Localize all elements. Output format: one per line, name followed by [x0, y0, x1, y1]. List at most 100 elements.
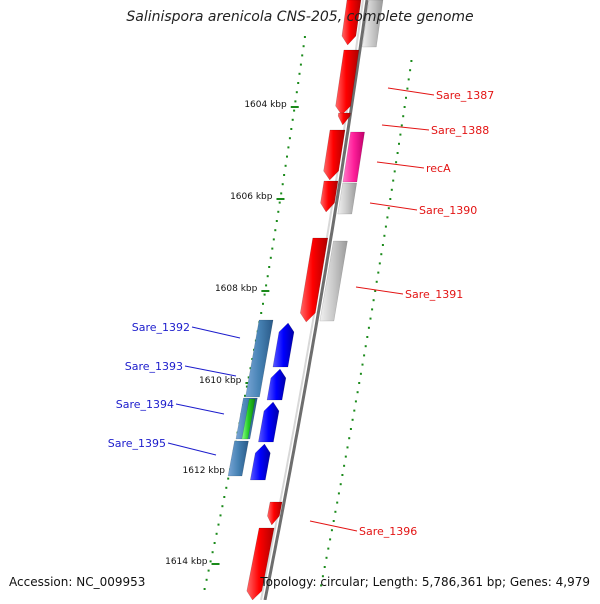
- scale-dot: [284, 164, 287, 167]
- scale-dot: [288, 137, 291, 140]
- cog-bar: [241, 398, 256, 440]
- cog-bar: [319, 240, 348, 322]
- scale-dot: [399, 133, 402, 136]
- scale-label: 1608 kbp: [215, 284, 258, 294]
- gene-arrow: [246, 527, 275, 601]
- gene-leader-line: [381, 124, 430, 131]
- scale-dot: [392, 179, 395, 182]
- gene-label: Sare_1387: [436, 89, 494, 102]
- scale-dot: [389, 198, 392, 200]
- scale-dot: [409, 69, 412, 72]
- scale-dot: [405, 96, 407, 99]
- gene-arrow: [323, 129, 346, 181]
- scale-dot: [330, 529, 333, 532]
- scale-dot: [320, 584, 323, 587]
- scale-dot: [383, 234, 386, 237]
- scale-dot: [369, 317, 372, 320]
- scale-dot: [336, 501, 339, 504]
- scale-dot: [361, 363, 364, 366]
- scale-dot: [377, 271, 380, 274]
- gene-leader-line: [387, 87, 435, 96]
- scale-label: 1606 kbp: [230, 192, 273, 202]
- scale-dot: [390, 188, 393, 191]
- scale-dot: [356, 391, 359, 394]
- scale-dot: [334, 510, 337, 513]
- gene-arrow: [249, 443, 271, 481]
- scale-dot: [265, 284, 268, 287]
- scale-dot: [380, 253, 383, 256]
- scale-dot: [293, 109, 296, 112]
- scale-dot: [275, 220, 278, 222]
- scale-dot: [341, 474, 344, 476]
- scale-dot: [221, 505, 224, 508]
- scale-dot: [247, 376, 250, 379]
- scale-dot: [211, 551, 214, 554]
- scale-dot: [323, 566, 326, 568]
- gene-label: Sare_1393: [125, 360, 183, 373]
- scale-dot: [325, 556, 328, 559]
- scale-label: 1612 kbp: [183, 466, 226, 476]
- scale-dot: [203, 588, 206, 590]
- scale-dot: [344, 455, 347, 458]
- scale-dot: [209, 560, 212, 563]
- scale-dot: [290, 128, 293, 130]
- scale-label: 1604 kbp: [244, 100, 287, 110]
- scale-dot: [281, 183, 284, 186]
- gene-label: Sare_1394: [116, 398, 174, 411]
- scale-dot: [302, 45, 305, 48]
- scale-dot: [367, 326, 370, 329]
- scale-dot: [219, 514, 222, 517]
- scale-dot: [280, 192, 283, 195]
- scale-dot: [374, 290, 377, 292]
- scale-dot: [295, 91, 298, 94]
- scale-dot: [299, 63, 302, 66]
- scale-dot: [346, 446, 349, 449]
- scale-dot: [410, 60, 413, 62]
- gene-leader-line: [309, 520, 358, 532]
- scale-dot: [354, 400, 357, 403]
- cog-bar: [342, 131, 365, 183]
- scale-dot: [351, 418, 354, 421]
- scale-dot: [303, 36, 306, 38]
- scale-dot: [398, 142, 400, 145]
- scale-dot: [297, 82, 300, 84]
- gene-label: recA: [426, 162, 451, 175]
- scale-dot: [225, 486, 228, 489]
- scale-dot: [372, 299, 375, 302]
- gene-leader-line: [369, 202, 418, 211]
- scale-dot: [287, 146, 290, 149]
- gene-leader-line: [175, 403, 225, 415]
- gene-leader-line: [167, 442, 217, 456]
- scale-dot: [396, 152, 399, 154]
- scale-dot: [207, 569, 210, 572]
- scale-dot: [339, 483, 342, 486]
- scale-dot: [274, 229, 277, 232]
- scale-dot: [260, 312, 263, 314]
- scale-dot: [227, 477, 230, 480]
- scale-dot: [375, 280, 378, 283]
- scale-dot: [349, 428, 352, 430]
- cog-bar: [362, 0, 384, 48]
- scale-dot: [244, 394, 246, 397]
- scale-dot: [291, 118, 294, 121]
- scale-dot: [407, 78, 410, 81]
- scale-label: 1610 kbp: [199, 376, 242, 386]
- scale-dot: [327, 547, 330, 550]
- scale-dot: [358, 382, 361, 384]
- gene-arrow: [300, 237, 329, 323]
- scale-dot: [400, 124, 403, 127]
- scale-dot: [395, 161, 398, 164]
- gene-arrow: [258, 401, 280, 443]
- scale-dot: [294, 100, 297, 103]
- scale-dot: [263, 293, 266, 296]
- gene-label: Sare_1390: [419, 204, 477, 217]
- scale-dot: [329, 538, 332, 541]
- gene-arrow: [337, 112, 351, 126]
- scale-dot: [283, 174, 286, 176]
- scale-dot: [353, 409, 356, 412]
- scale-dot: [366, 336, 369, 338]
- gene-leader-line: [184, 365, 237, 377]
- backbone-line: [263, 0, 369, 601]
- scale-dot: [286, 155, 288, 158]
